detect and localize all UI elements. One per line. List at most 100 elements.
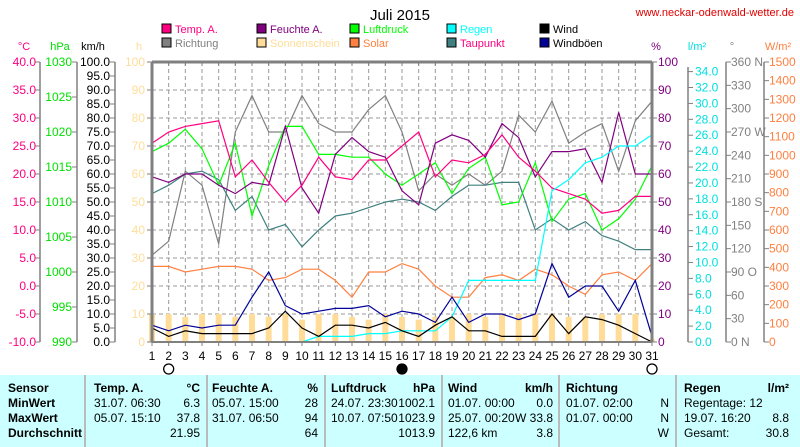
axis-tick-label-solar: 1400 [769, 74, 796, 88]
axis-tick-label-sun: 100 [125, 55, 145, 69]
legend-swatch [539, 37, 550, 48]
table-divider [675, 375, 677, 447]
chart-title: Juli 2015 [370, 7, 430, 24]
series-line-taupunkt [151, 170, 652, 251]
axis-tick-label-direction: 300 [731, 102, 751, 116]
axis-tick-label-wind: 0.0 [93, 335, 110, 349]
axis-tick-label-solar: 1300 [769, 92, 796, 106]
table-divider [441, 375, 443, 447]
pressure-max-value: 1023.9 [398, 411, 435, 425]
axis-tick-label-humidity: 90 [658, 83, 672, 97]
axis-tick-label-humidity: 40 [658, 223, 672, 237]
axis-unit-temp: °C [18, 41, 30, 53]
sunshine-bar [632, 314, 639, 342]
sunshine-bar [499, 314, 505, 342]
axis-tick-label-direction: 60 [731, 288, 745, 302]
legend-swatch [446, 23, 457, 34]
axis-tick-label-sun: 40 [132, 223, 146, 237]
x-tick-label: 28 [595, 349, 609, 363]
pressure-avg-value: 1013.9 [398, 426, 435, 440]
axis-tick-label-solar: 0 [769, 335, 776, 349]
x-tick-label: 21 [479, 349, 493, 363]
axis-tick-label-wind: 100.0 [80, 55, 110, 69]
axis-tick-label-rain: 6.0 [695, 287, 712, 301]
table-divider [206, 375, 208, 447]
x-tick-label: 18 [429, 349, 443, 363]
axis-tick-label-sun: 70 [132, 139, 146, 153]
humidity-min-value: 28 [304, 396, 318, 410]
sunshine-bar [399, 316, 405, 342]
axis-tick-label-wind: 40.0 [87, 223, 111, 237]
legend-label: Feuchte A. [270, 24, 323, 36]
axis-tick-label-temp: 30.0 [13, 111, 37, 125]
axis-unit-rain: l/m² [688, 41, 707, 53]
x-tick-label: 2 [165, 349, 172, 363]
axis-tick-label-direction: 210 [731, 172, 751, 186]
axis-tick-label-sun: 0 [138, 335, 145, 349]
x-tick-label: 12 [329, 349, 343, 363]
axis-tick-label-pressure: 995 [52, 300, 72, 314]
axis-tick-label-rain: 0.0 [695, 335, 712, 349]
series-line-windb-en [151, 262, 653, 337]
x-tick-label: 6 [232, 349, 239, 363]
rain-unit: l/m² [767, 381, 789, 395]
sunshine-bar [249, 314, 255, 342]
humidity-min-time: 05.07. 15:00 [212, 396, 279, 410]
axis-tick-label-humidity: 80 [658, 111, 672, 125]
sunshine-bar [532, 314, 539, 342]
axis-tick-label-rain: 20.0 [695, 176, 719, 190]
series-line-solar [152, 262, 653, 299]
axis-tick-label-sun: 30 [132, 251, 146, 265]
rain-header: Regen [684, 381, 721, 395]
axis-tick-label-sun: 10 [132, 307, 146, 321]
pressure-min-value: 1002.1 [398, 396, 435, 410]
rain-days: Regentage: 12 [684, 396, 763, 410]
wind-min-time: 01.07. 00:00 [448, 396, 515, 410]
axis-tick-label-solar: 100 [769, 316, 789, 330]
axis-tick-label-solar: 1200 [769, 111, 796, 125]
axis-tick-label-solar: 1000 [769, 148, 796, 162]
axis-tick-label-rain: 18.0 [695, 192, 719, 206]
temp-max-time: 05.07. 15:10 [94, 411, 161, 425]
axis-tick-label-temp: 15.0 [13, 195, 37, 209]
sunshine-bar [265, 316, 272, 342]
x-tick-label: 23 [512, 349, 526, 363]
series-line-luftdruck [151, 125, 653, 231]
axis-tick-label-wind: 95.0 [87, 69, 111, 83]
axis-tick-label-solar: 400 [769, 260, 789, 274]
axis-tick-label-wind: 15.0 [87, 293, 111, 307]
sunshine-bar [582, 316, 589, 342]
sunshine-bar [599, 314, 605, 342]
x-tick-label: 27 [579, 349, 593, 363]
sunshine-bar [515, 314, 522, 342]
legend-swatch [539, 23, 550, 34]
x-tick-label: 13 [345, 349, 359, 363]
rain-total-value: 30.8 [765, 426, 789, 440]
x-tick-label: 5 [215, 349, 222, 363]
axis-tick-label-temp: 35.0 [13, 83, 37, 97]
legend-label: Richtung [175, 38, 218, 50]
axis-unit-direction: ° [730, 41, 734, 53]
pressure-unit: hPa [412, 381, 435, 395]
humidity-max-value: 94 [304, 411, 318, 425]
sunshine-bar [365, 319, 372, 342]
legend-label: Temp. A. [175, 24, 218, 36]
rain-max-time: 19.07. 16:20 [684, 411, 751, 425]
x-tick-label: 10 [295, 349, 309, 363]
axis-tick-label-direction: 150 [731, 218, 751, 232]
x-tick-label: 1 [149, 349, 156, 363]
x-tick-label: 22 [495, 349, 509, 363]
axis-tick-label-temp: 20.0 [13, 167, 37, 181]
axis-tick-label-humidity: 30 [658, 251, 672, 265]
axis-tick-label-pressure: 1030 [45, 55, 72, 69]
direction-max-value: N [660, 411, 669, 425]
rain-max-value: 8.8 [772, 411, 789, 425]
axis-tick-label-temp: 5.0 [19, 251, 36, 265]
axis-unit-humidity: % [651, 41, 661, 53]
x-tick-label: 17 [412, 349, 426, 363]
direction-min-value: N [660, 396, 669, 410]
series-line-richtung [151, 94, 653, 256]
axis-tick-label-wind: 30.0 [87, 251, 111, 265]
wind-unit: km/h [524, 381, 553, 395]
wind-max-time: 25.07. 00:20 [448, 411, 515, 425]
